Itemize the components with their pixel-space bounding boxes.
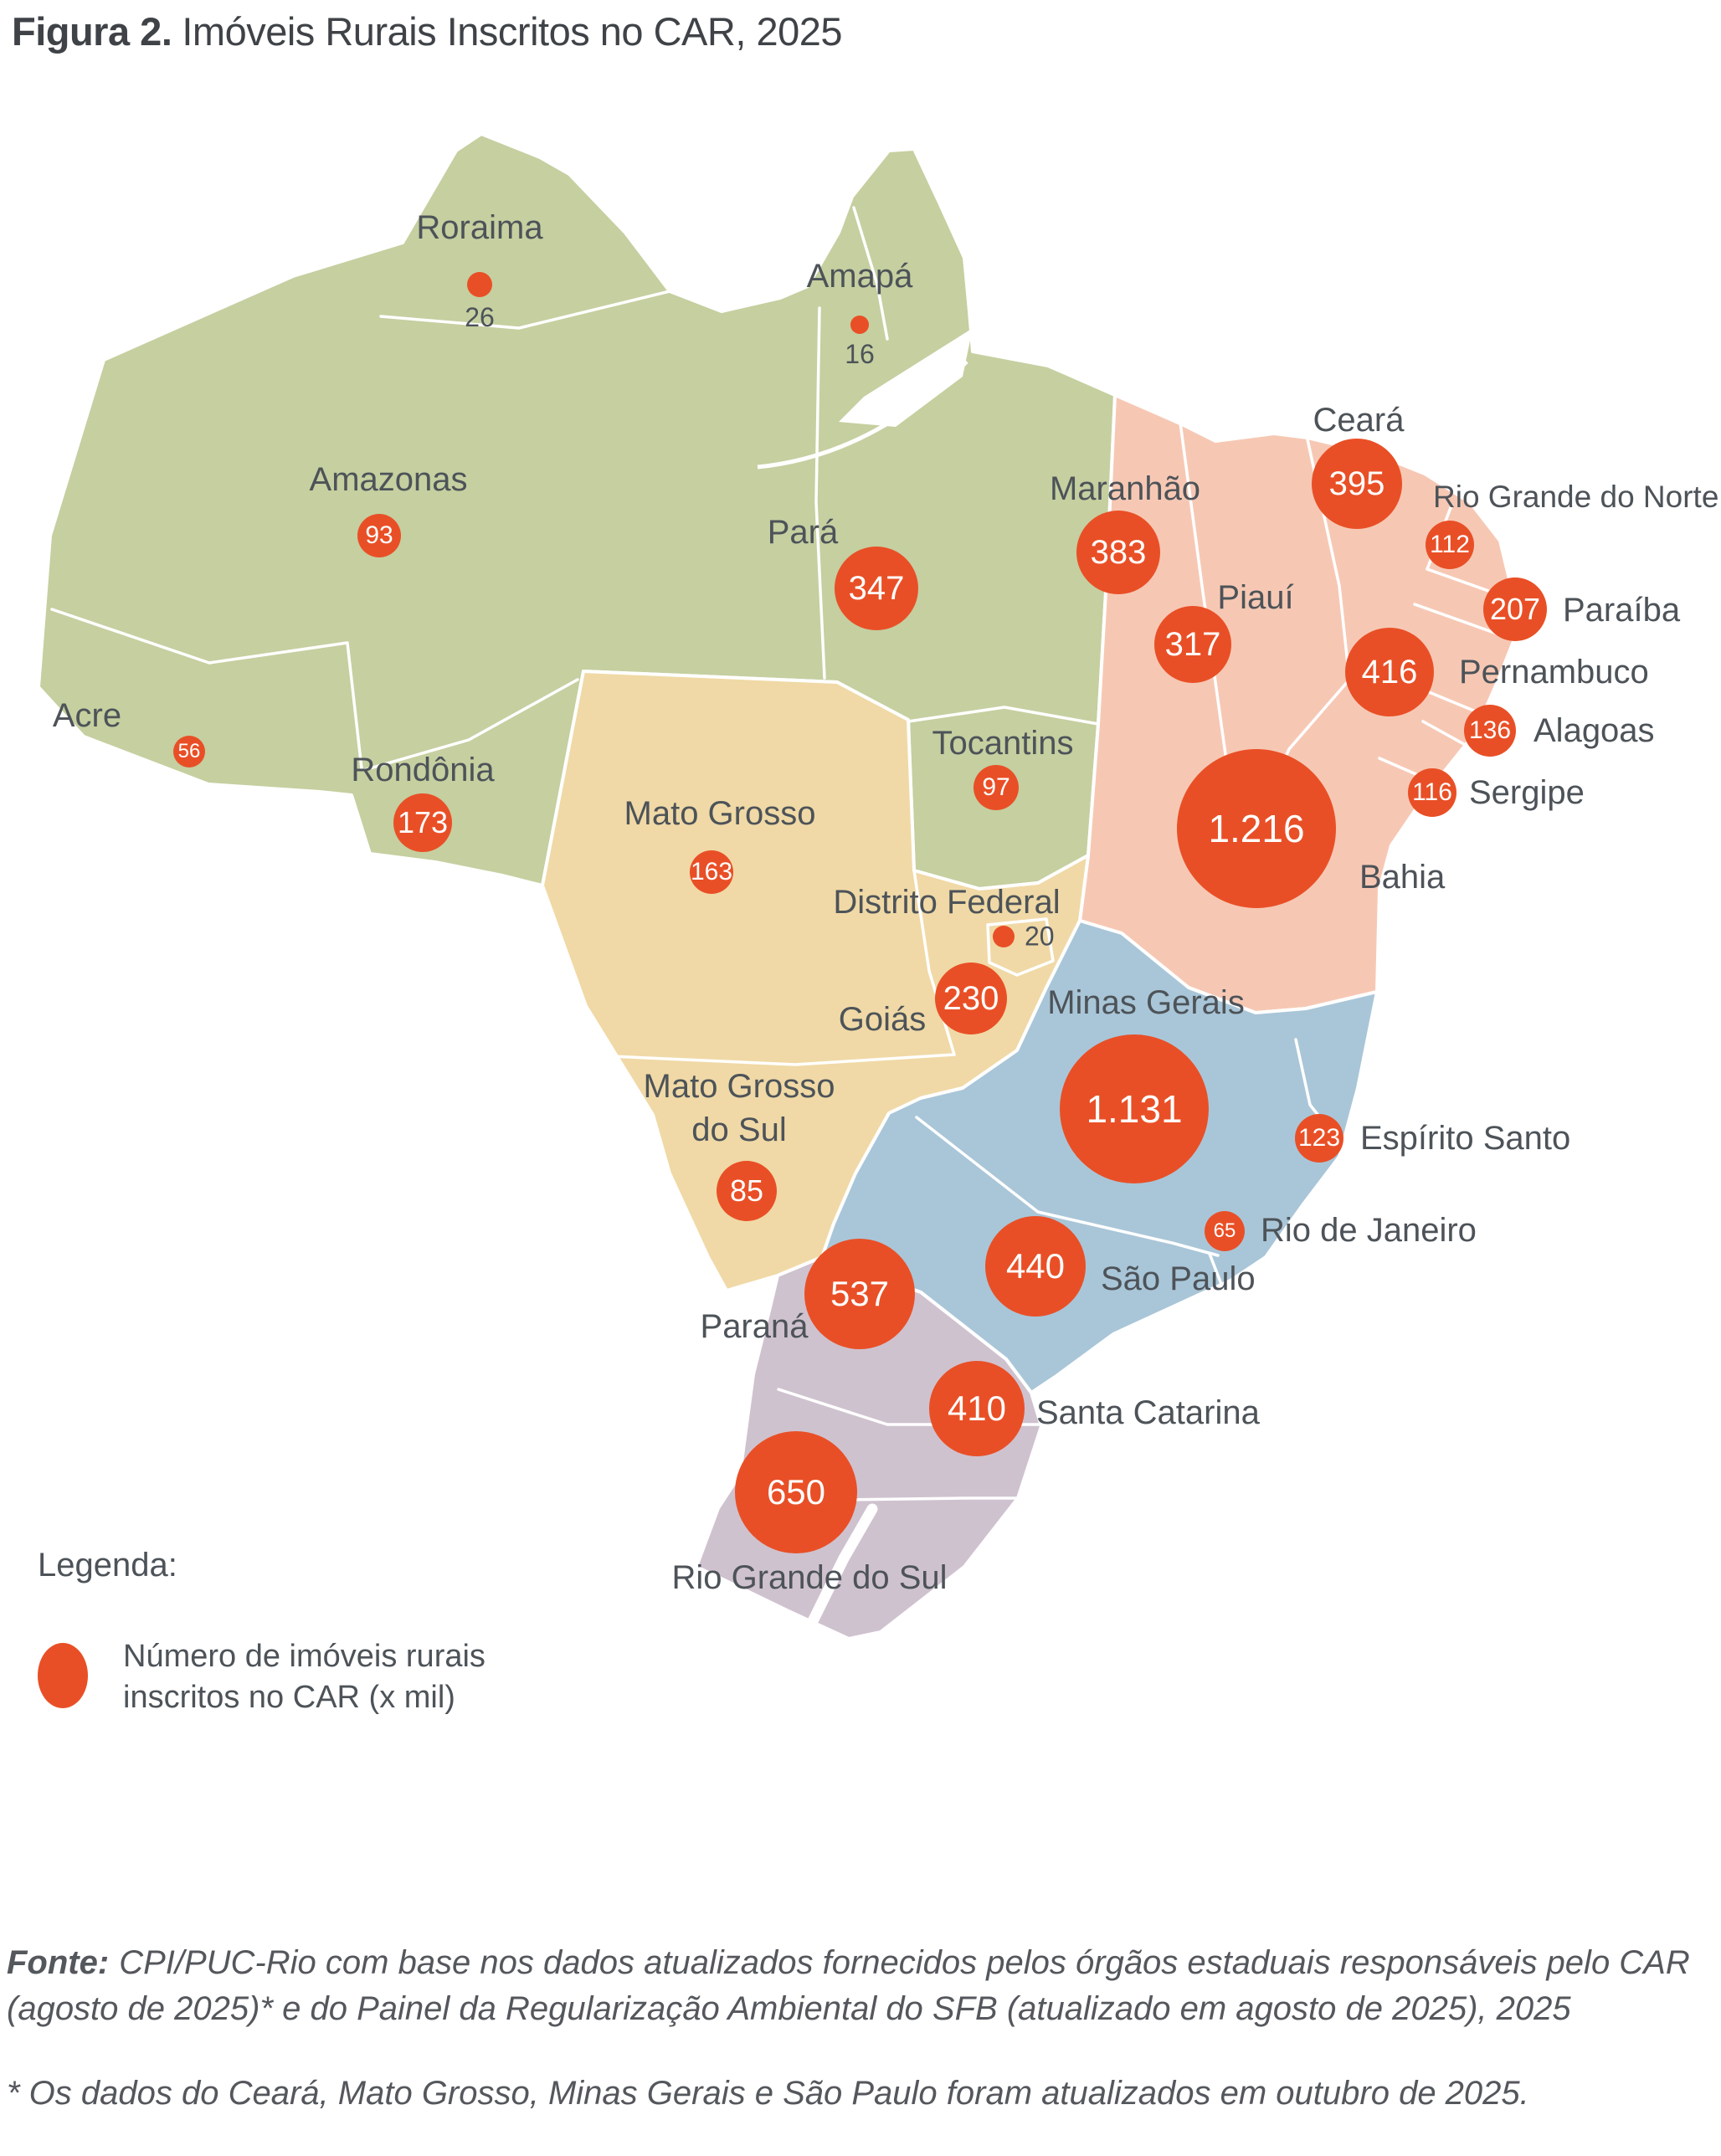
figure-title: Figura 2. Imóveis Rurais Inscritos no CAR…: [12, 8, 843, 54]
patos-lagoon: [808, 1503, 878, 1625]
label-ms: Mato Grosso do Sul: [643, 1068, 835, 1148]
bubble-mt: 163: [690, 850, 733, 894]
label-am: Amazonas: [309, 461, 468, 498]
label-to: Tocantins: [932, 725, 1074, 762]
label-go: Goiás: [838, 1001, 927, 1038]
region-north: [37, 132, 1117, 891]
label-sp: São Paulo: [1101, 1260, 1256, 1297]
bubble-se: 116: [1408, 768, 1456, 817]
legend-label: Número de imóveis rurais inscritos no CA…: [123, 1639, 485, 1715]
legend-bubble-icon: [38, 1643, 88, 1708]
bubble-ro: 173: [393, 793, 452, 852]
amazon-river: [757, 360, 968, 470]
label-mt: Mato Grosso: [624, 795, 816, 832]
value-rr: 26: [465, 302, 495, 332]
bubble-sc: 410: [929, 1361, 1025, 1456]
label-ce: Ceará: [1313, 402, 1405, 439]
bubble-mg: 1.131: [1060, 1034, 1209, 1183]
label-pe: Pernambuco: [1459, 654, 1649, 690]
label-ac: Acre: [52, 697, 122, 734]
legend: Legenda: Número de imóveis rurais inscri…: [38, 1547, 485, 1717]
label-df: Distrito Federal: [833, 884, 1061, 921]
bubble-pi: 317: [1154, 606, 1231, 683]
label-pi: Piauí: [1217, 579, 1294, 616]
bubble-go: 230: [935, 963, 1007, 1034]
bubble-rn: 112: [1426, 521, 1474, 569]
source-text: CPI/PUC-Rio com base nos dados atualizad…: [7, 1944, 1690, 2028]
bubble-rr: [467, 272, 492, 297]
bubble-ma: 383: [1076, 511, 1160, 594]
bubble-pr: 537: [804, 1239, 915, 1349]
bubble-al: 136: [1464, 705, 1516, 757]
label-rj: Rio de Janeiro: [1261, 1212, 1477, 1249]
figure-number: Figura 2.: [12, 9, 172, 54]
bubble-ce: 395: [1312, 439, 1402, 529]
value-ap: 16: [845, 339, 875, 369]
figure-title-text: Imóveis Rurais Inscritos no CAR, 2025: [182, 9, 843, 54]
footnote: * Os dados do Ceará, Mato Grosso, Minas …: [7, 2075, 1529, 2112]
label-rs: Rio Grande do Sul: [671, 1559, 948, 1596]
label-pb: Paraíba: [1563, 592, 1681, 629]
bubble-pa: 347: [835, 547, 918, 630]
label-sc: Santa Catarina: [1036, 1394, 1260, 1431]
amazon-river-mouth: [839, 328, 973, 427]
label-al: Alagoas: [1533, 712, 1655, 749]
label-ma: Maranhão: [1049, 470, 1201, 507]
label-ro: Rondônia: [351, 752, 495, 788]
source-note: Fonte: CPI/PUC-Rio com base nos dados atu…: [7, 1940, 1716, 2032]
bubble-rj: 65: [1205, 1211, 1245, 1251]
bubble-am: 93: [357, 514, 401, 557]
bubble-sp: 440: [985, 1216, 1086, 1317]
label-ba: Bahia: [1359, 859, 1446, 896]
value-df: 20: [1025, 921, 1055, 952]
source-label: Fonte:: [7, 1944, 110, 1981]
bubble-es: 123: [1295, 1114, 1343, 1163]
bubble-pb: 207: [1483, 578, 1547, 641]
legend-heading: Legenda:: [38, 1547, 177, 1584]
bubble-ms: 85: [717, 1161, 777, 1221]
water-features: [757, 328, 973, 1625]
bubble-ac: 56: [173, 736, 205, 767]
label-pa: Pará: [767, 514, 839, 551]
bubble-pe: 416: [1345, 628, 1434, 716]
bubble-df: [993, 926, 1015, 947]
label-rr: Roraima: [416, 209, 543, 246]
label-ap: Amapá: [806, 258, 913, 295]
label-rn: Rio Grande do Norte: [1433, 479, 1719, 514]
figure-footer: Fonte: CPI/PUC-Rio com base nos dados atu…: [7, 1940, 1716, 2156]
label-se: Sergipe: [1469, 774, 1585, 811]
bubble-ap: [850, 316, 869, 334]
label-es: Espírito Santo: [1360, 1120, 1571, 1157]
label-mg: Minas Gerais: [1047, 984, 1245, 1021]
bubble-to: 97: [974, 765, 1019, 810]
bubble-rs: 650: [735, 1431, 857, 1553]
bubble-ba: 1.216: [1177, 749, 1336, 908]
label-pr: Paraná: [700, 1308, 809, 1345]
